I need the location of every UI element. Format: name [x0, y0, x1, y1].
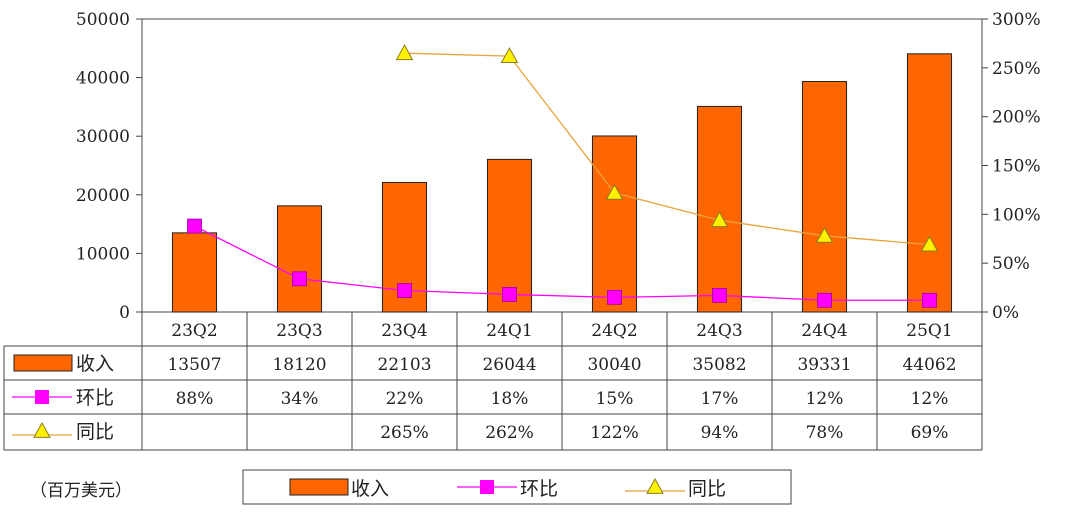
x-tick-label: 24Q3 — [696, 321, 742, 341]
y-right-tick-label: 200% — [992, 108, 1041, 128]
bar-revenue-24Q1 — [486, 158, 533, 313]
legend-key-mom-marker — [480, 480, 494, 494]
x-tick-label: 23Q4 — [381, 321, 427, 341]
point-yoy-25Q1 — [920, 235, 939, 252]
legend-label-mom: 环比 — [520, 478, 558, 500]
table-cell: 265% — [380, 423, 429, 443]
table-cell: 30040 — [587, 355, 641, 375]
table-cell: 122% — [590, 423, 639, 443]
point-mom-23Q2 — [187, 218, 202, 234]
table-cell: 26044 — [482, 355, 536, 375]
y-right-tick-label: 50% — [992, 254, 1030, 274]
point-mom-23Q4 — [397, 283, 412, 298]
lines-layer — [187, 44, 939, 308]
point-yoy-24Q1 — [500, 47, 519, 64]
point-yoy-23Q4 — [395, 44, 414, 61]
y-left-tick-label: 10000 — [76, 244, 130, 264]
line-mom — [194, 225, 930, 301]
legend-label-revenue: 收入 — [351, 478, 389, 500]
point-mom-24Q2 — [607, 289, 622, 305]
y-left-tick-label: 20000 — [76, 186, 130, 206]
bar-revenue-25Q1 — [906, 53, 953, 313]
table-row-label: 同比 — [76, 421, 114, 443]
table-cell: 18120 — [272, 355, 326, 375]
table-cell: 22103 — [377, 355, 431, 375]
table-cell: 15% — [596, 389, 634, 409]
point-yoy-24Q3 — [710, 211, 729, 228]
table-cell: 12% — [806, 389, 844, 409]
table-cell: 39331 — [797, 355, 851, 375]
table-cell: 34% — [281, 389, 319, 409]
bar-revenue-24Q4 — [801, 81, 848, 313]
bar-revenue-24Q2 — [591, 135, 638, 313]
y-left-tick-label: 30000 — [76, 127, 130, 147]
legend-label-yoy: 同比 — [688, 478, 726, 500]
y-right-tick-label: 100% — [992, 205, 1041, 225]
point-mom-24Q1 — [502, 287, 517, 302]
bar-revenue-23Q2 — [171, 232, 218, 313]
y-left-tick-label: 40000 — [76, 69, 130, 89]
x-tick-label: 23Q2 — [171, 321, 217, 341]
bar-revenue-24Q3 — [696, 105, 743, 313]
bar-revenue-23Q3 — [276, 205, 323, 313]
y-left-tick-label: 0 — [119, 303, 130, 323]
legend-key-revenue — [289, 478, 349, 496]
point-yoy-24Q4 — [815, 226, 834, 243]
table-row-label: 收入 — [76, 353, 114, 375]
table-cell: 12% — [911, 389, 949, 409]
point-mom-25Q1 — [922, 292, 937, 308]
y-right-tick-label: 150% — [992, 157, 1041, 177]
point-mom-23Q3 — [292, 271, 307, 287]
y-right-tick-label: 0% — [992, 303, 1019, 323]
y-right-tick-label: 250% — [992, 59, 1041, 79]
x-tick-label: 24Q4 — [801, 321, 847, 341]
x-tick-label: 25Q1 — [906, 321, 952, 341]
table-cell: 18% — [491, 389, 529, 409]
table-cell: 78% — [806, 423, 844, 443]
table-cell: 69% — [911, 423, 949, 443]
table-cell: 22% — [386, 389, 424, 409]
axes: 0 10000 20000 30000 40000 50000 0% 50% 100% 150% 2… — [76, 10, 1041, 323]
y-left-tick-label: 50000 — [76, 10, 130, 30]
point-mom-24Q4 — [817, 292, 832, 308]
x-tick-label: 24Q2 — [591, 321, 637, 341]
table-key-mom-marker — [35, 390, 49, 404]
point-mom-24Q3 — [712, 287, 727, 303]
x-tick-label: 23Q3 — [276, 321, 322, 341]
table-key-revenue — [13, 354, 73, 372]
plot-frame — [141, 18, 983, 313]
table-cell: 13507 — [167, 355, 221, 375]
table-cell: 44062 — [902, 355, 956, 375]
table-cell: 88% — [176, 389, 214, 409]
data-table: 23Q2 23Q3 23Q4 24Q1 24Q2 24Q3 24Q4 25Q1 收入 13507 1… — [3, 312, 983, 451]
table-key-yoy-marker — [33, 421, 51, 438]
legend-key-yoy-marker — [646, 477, 664, 494]
unit-label: （百万美元） — [30, 481, 132, 501]
table-row-label: 环比 — [76, 387, 114, 409]
x-tick-label: 24Q1 — [486, 321, 532, 341]
legend: （百万美元） 收入 环比 同比 — [30, 469, 792, 505]
table-cell: 17% — [701, 389, 739, 409]
table-cell: 94% — [701, 423, 739, 443]
table-cell: 262% — [485, 423, 534, 443]
table-cell: 35082 — [692, 355, 746, 375]
y-right-tick-label: 300% — [992, 10, 1041, 30]
line-yoy — [404, 52, 930, 246]
point-yoy-24Q2 — [605, 183, 624, 200]
